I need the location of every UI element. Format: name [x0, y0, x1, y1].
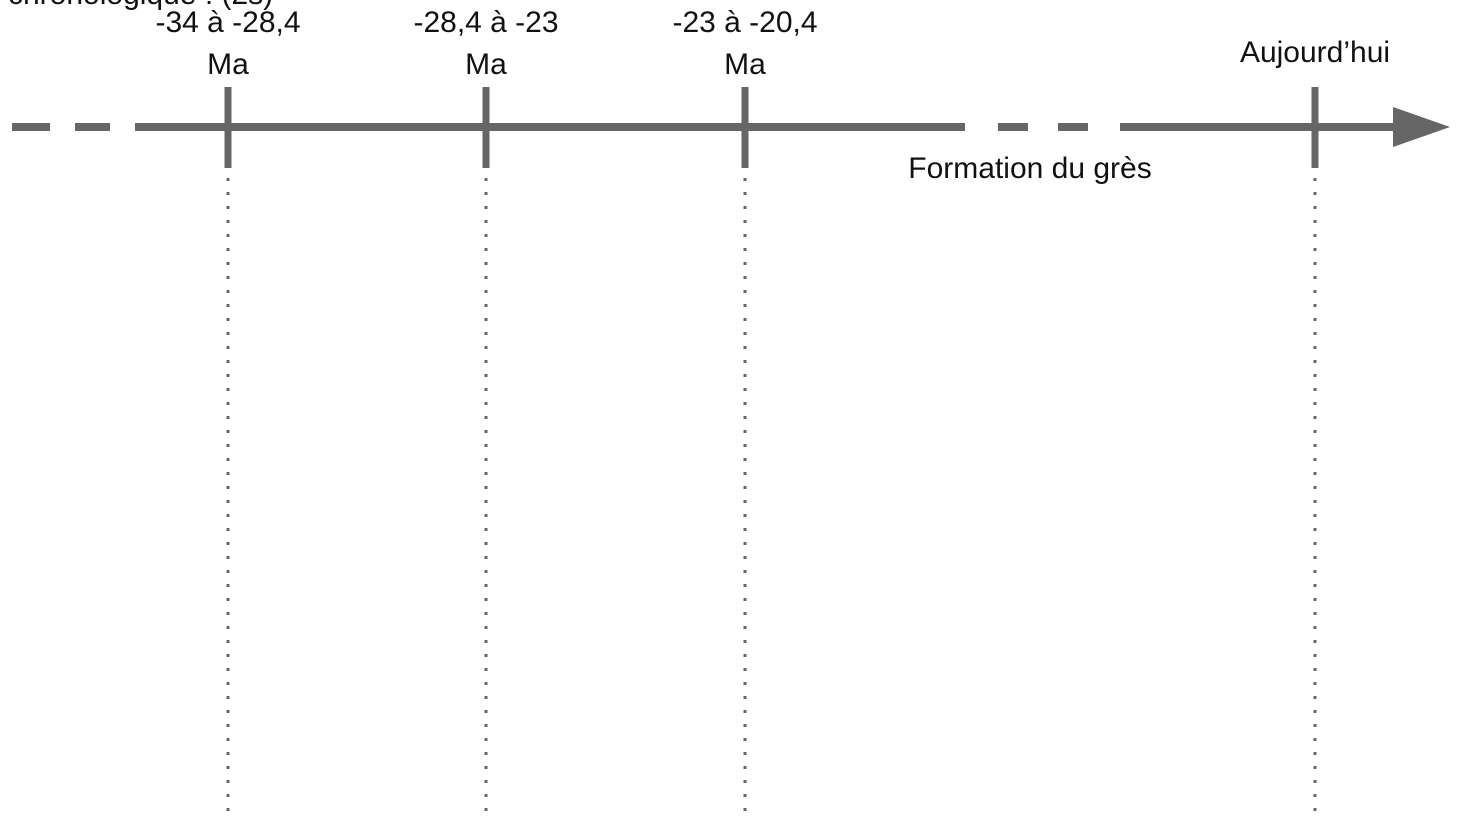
event-label: Formation du grès: [908, 152, 1151, 185]
today-label: Aujourd’hui: [1240, 36, 1390, 69]
header-title: chronologique : (2s): [8, 0, 273, 11]
period-unit: Ma: [724, 48, 766, 81]
period-range: -34 à -28,4: [155, 6, 300, 39]
period-range: -28,4 à -23: [413, 6, 558, 39]
period-range: -23 à -20,4: [672, 6, 817, 39]
period-unit: Ma: [465, 48, 507, 81]
axis-arrow: [1393, 107, 1450, 147]
period-unit: Ma: [207, 48, 249, 81]
